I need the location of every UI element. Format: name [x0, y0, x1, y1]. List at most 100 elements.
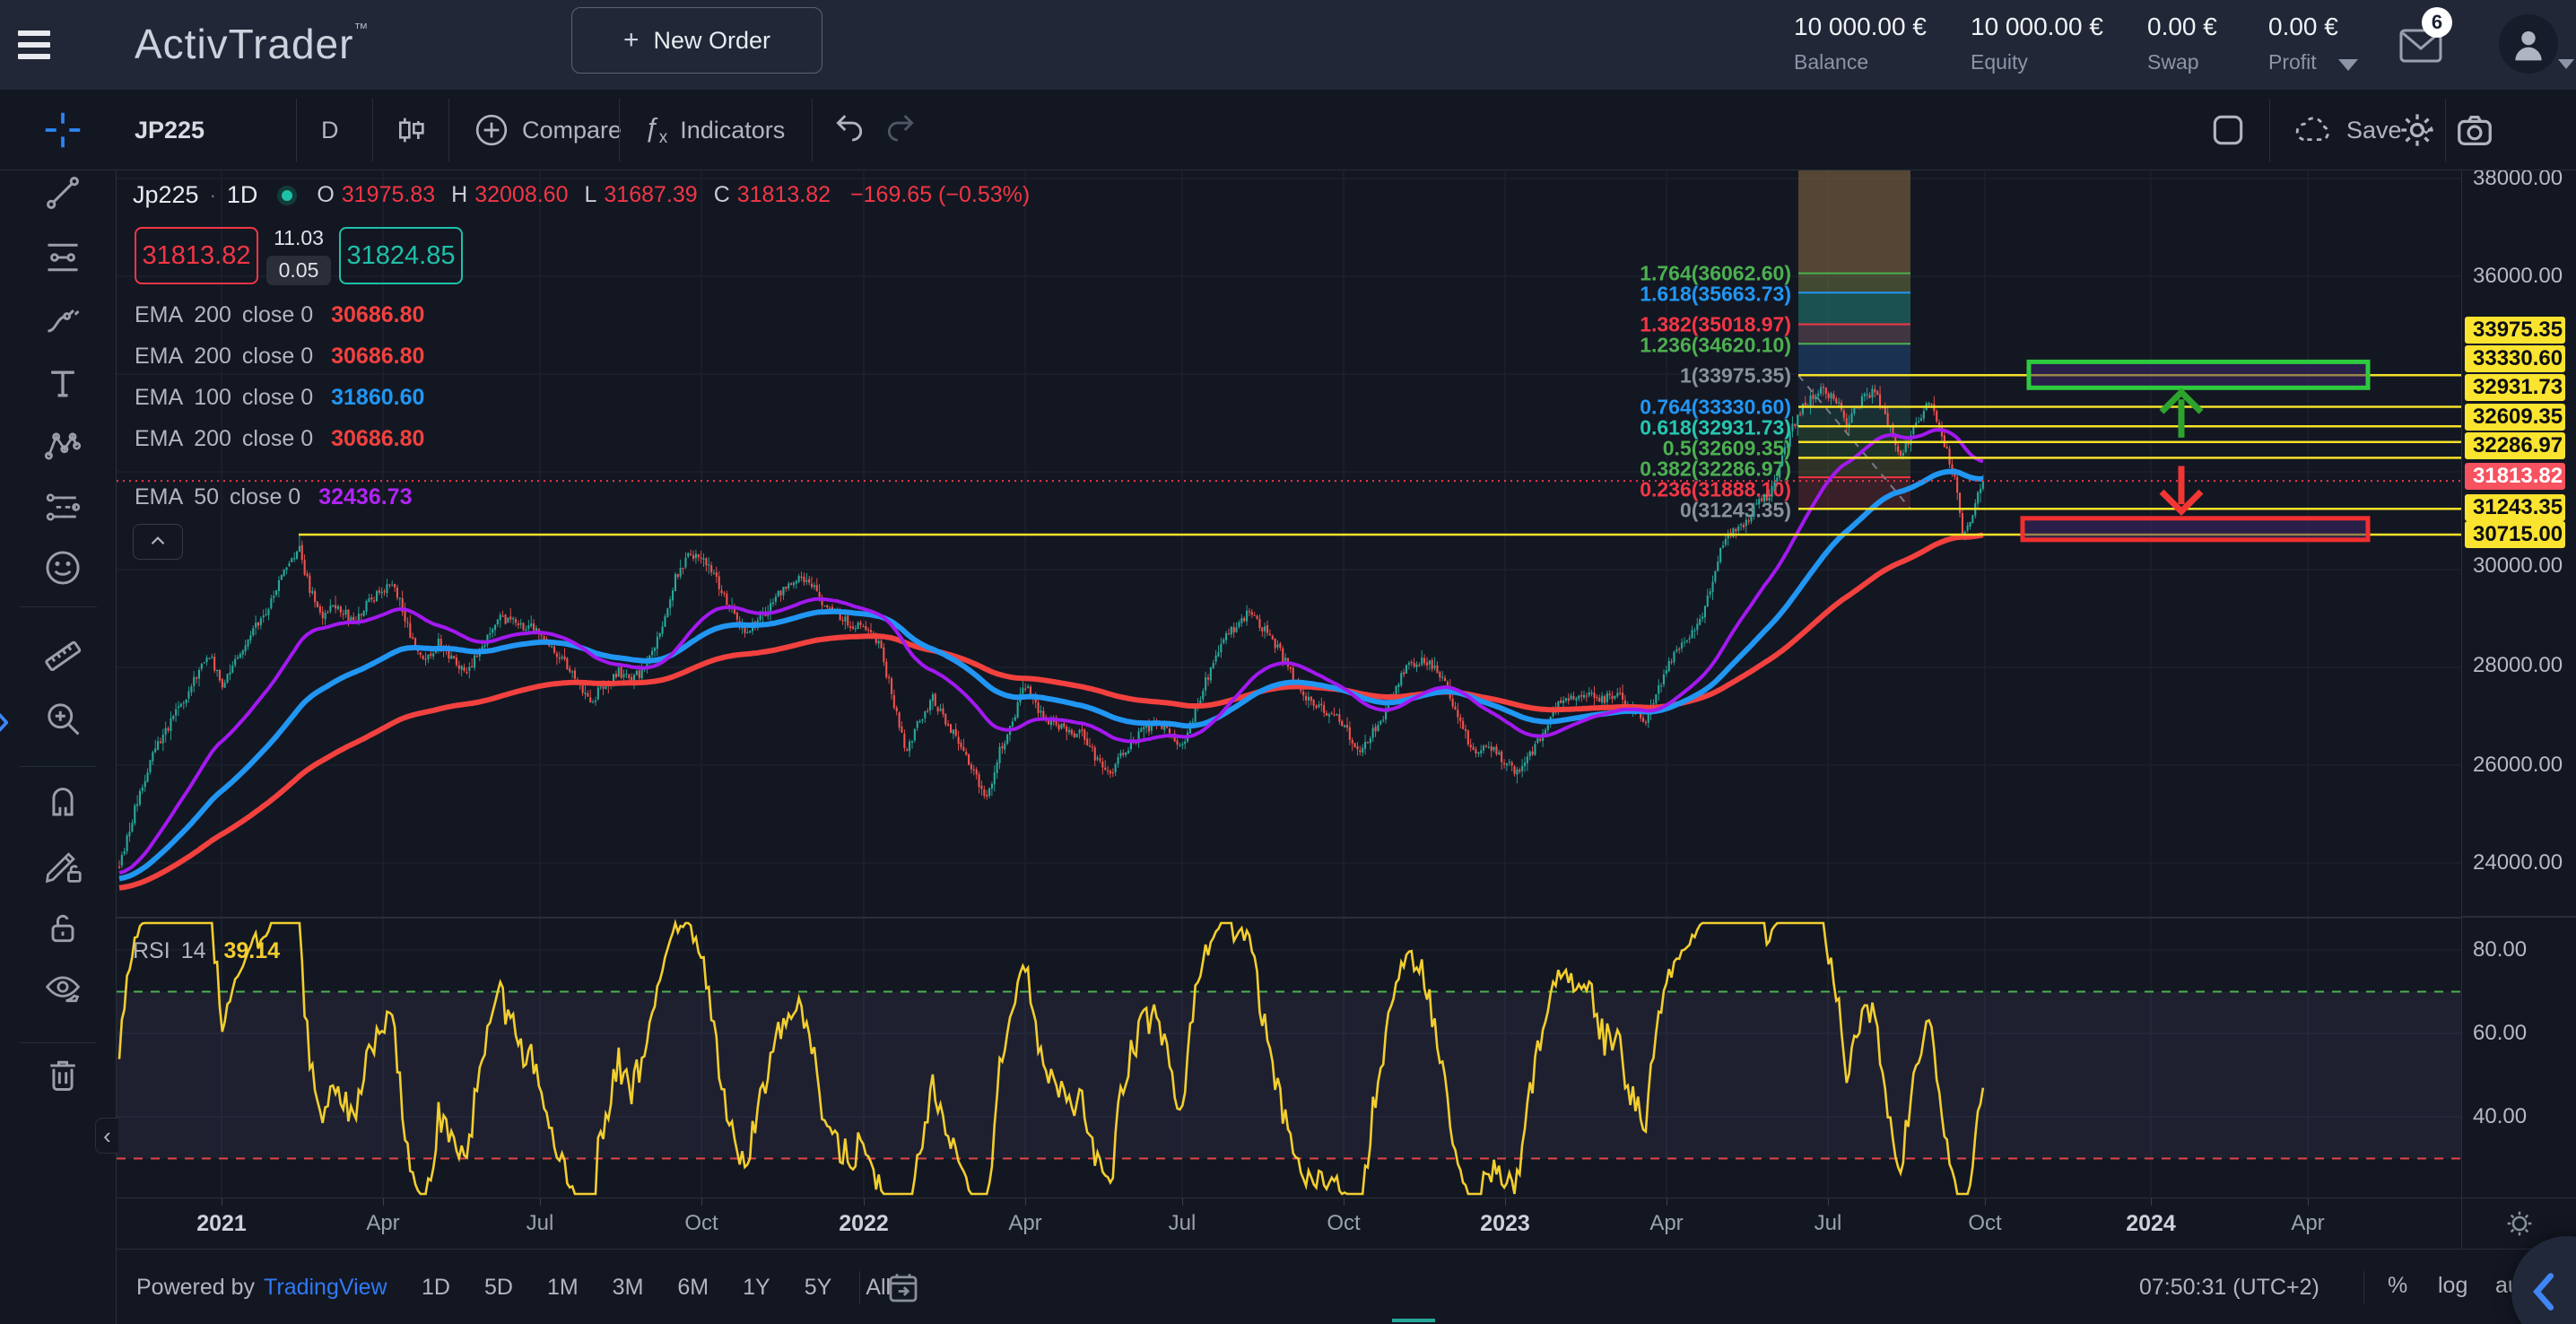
stat-balance: 10 000.00 € Balance	[1794, 13, 1927, 74]
tool-trend-line[interactable]	[41, 171, 84, 214]
pane-collapse-button[interactable]: ‹	[95, 1118, 118, 1154]
range-1y[interactable]: 1Y	[743, 1274, 770, 1300]
progress-hint	[1392, 1319, 1435, 1322]
indicator-row-ema100[interactable]: EMA 100 close 0 31860.60	[135, 385, 425, 410]
indicators-button[interactable]: ƒx Indicators	[644, 112, 786, 147]
price-tick: 28000.00	[2473, 653, 2563, 677]
time-axis[interactable]: 2021 Apr Jul Oct 2022 Apr Jul Oct 2023 Apr Jul Oct 2…	[117, 1198, 2461, 1249]
tool-zoom-in[interactable]	[41, 697, 84, 740]
tool-ruler[interactable]	[41, 634, 84, 677]
time-label: 2023	[1480, 1211, 1530, 1236]
log-scale-button[interactable]: log	[2438, 1273, 2468, 1298]
eye-icon	[45, 976, 81, 1003]
price-label-last: 31813.82	[2465, 463, 2565, 490]
time-label: 2021	[196, 1211, 247, 1236]
compare-button[interactable]: Compare	[474, 90, 622, 170]
text-icon	[51, 370, 74, 397]
tool-emoji[interactable]	[41, 546, 84, 589]
camera-button[interactable]	[2454, 90, 2495, 170]
fib-retracement-icon	[48, 243, 78, 272]
indicator-row-ema200[interactable]: EMA 200 close 0 30686.80	[135, 344, 425, 369]
tool-brush[interactable]	[41, 300, 84, 343]
legend-symbol[interactable]: Jp225	[133, 181, 199, 208]
sell-button[interactable]: 31813.82	[135, 227, 258, 284]
range-6m[interactable]: 6M	[677, 1274, 709, 1300]
settings-button[interactable]	[2397, 90, 2438, 170]
range-all[interactable]: All	[866, 1274, 892, 1300]
go-to-date-button[interactable]	[884, 1269, 922, 1311]
buy-button[interactable]: 31824.85	[339, 227, 463, 284]
rsi-value: 39.14	[223, 938, 281, 963]
redo-button[interactable]	[883, 90, 918, 170]
spread-high: 11.03	[274, 226, 324, 249]
arrow-marker	[2159, 466, 2204, 517]
range-1m[interactable]: 1M	[546, 1274, 579, 1300]
chevron-down-icon[interactable]	[2338, 59, 2358, 71]
plus-icon: +	[622, 25, 640, 55]
stat-equity: 10 000.00 € Equity	[1971, 13, 2103, 74]
mail-icon[interactable]	[2398, 23, 2443, 66]
series-visibility-toggle[interactable]	[277, 185, 298, 205]
tool-eye[interactable]	[41, 967, 84, 1010]
tool-crosshair[interactable]	[41, 109, 84, 152]
ruler-icon	[45, 640, 82, 672]
undo-button[interactable]	[832, 90, 866, 170]
tool-trash[interactable]	[41, 1053, 84, 1096]
tool-magnet[interactable]	[41, 783, 84, 826]
indicator-row-ema200[interactable]: EMA 200 close 0 30686.80	[135, 426, 425, 451]
legend-collapse-button[interactable]	[133, 524, 183, 560]
percent-scale-button[interactable]: %	[2388, 1273, 2408, 1298]
tool-edit-lock[interactable]	[41, 844, 84, 887]
price-axis[interactable]: 38000.00 36000.00 30000.00 28000.00 26000.00…	[2461, 90, 2576, 1198]
time-label: Jul	[526, 1211, 554, 1235]
clock[interactable]: 07:50:31 (UTC+2)	[2139, 1274, 2319, 1300]
time-label: 2024	[2126, 1211, 2176, 1236]
time-label: 2022	[839, 1211, 889, 1236]
tool-fib-retracement[interactable]	[41, 236, 84, 279]
crosshair-icon	[45, 112, 81, 148]
chart-style-button[interactable]	[393, 90, 429, 170]
time-label: Oct	[1327, 1211, 1361, 1235]
time-label: Apr	[1649, 1211, 1684, 1235]
avatar[interactable]	[2499, 14, 2558, 74]
chart-toolbar: JP225 D Compare ƒx Indicators Save	[0, 90, 2576, 170]
time-label: Jul	[1168, 1211, 1197, 1235]
range-5y[interactable]: 5Y	[804, 1274, 832, 1300]
fullscreen-button[interactable]	[2208, 90, 2248, 170]
rsi-tick: 40.00	[2473, 1104, 2528, 1128]
mail-badge: 6	[2422, 7, 2452, 38]
zoom-in-icon	[48, 703, 80, 736]
chevron-down-icon[interactable]	[2558, 59, 2574, 69]
brush-icon	[48, 309, 80, 333]
zone-box	[2020, 516, 2371, 543]
price-tick: 26000.00	[2473, 753, 2563, 777]
tool-xabcd-pattern[interactable]	[41, 424, 84, 467]
tradingview-link[interactable]: TradingView	[264, 1274, 387, 1300]
spread-value: 0.05	[265, 256, 332, 285]
ema-50	[118, 428, 1984, 875]
range-3m[interactable]: 3M	[612, 1274, 644, 1300]
save-button[interactable]: Save	[2293, 90, 2438, 170]
app-header: ActivTrader™ + New Order 10 000.00 € Bala…	[0, 0, 2576, 90]
svg-text:0(31243.35): 0(31243.35)	[1680, 499, 1791, 522]
arrow-marker	[2159, 388, 2204, 438]
tool-lock[interactable]	[41, 906, 84, 949]
price-label-level: 32609.35	[2465, 404, 2565, 431]
indicator-row-ema200[interactable]: EMA 200 close 0 30686.80	[135, 302, 425, 327]
symbol-button[interactable]: JP225	[135, 116, 205, 144]
new-order-button[interactable]: + New Order	[571, 7, 822, 74]
menu-icon[interactable]	[18, 30, 50, 59]
watchlist-expand-icon[interactable]: ›	[0, 696, 10, 743]
time-label: Apr	[366, 1211, 400, 1235]
range-1d[interactable]: 1D	[422, 1274, 450, 1300]
ema-200	[118, 532, 1984, 891]
price-label-level: 30715.00	[2465, 521, 2565, 548]
range-5d[interactable]: 5D	[483, 1274, 513, 1300]
fib-labels: 1.764(36062.60)1.618(35663.73) 1.382(3501…	[1640, 262, 1791, 522]
tool-long-position[interactable]	[41, 485, 84, 528]
interval-button[interactable]: D	[321, 116, 339, 144]
bottom-toolbar: Powered by TradingView 1D 5D 1M 3M 6M 1Y 5Y All…	[117, 1249, 2576, 1324]
indicator-row-ema50[interactable]: EMA 50 close 0 32436.73	[135, 484, 413, 510]
tool-text[interactable]	[41, 362, 84, 405]
